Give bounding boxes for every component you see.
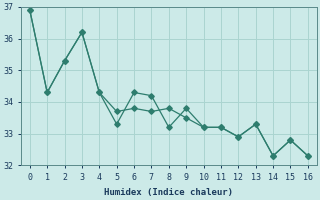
X-axis label: Humidex (Indice chaleur): Humidex (Indice chaleur)	[104, 188, 233, 197]
